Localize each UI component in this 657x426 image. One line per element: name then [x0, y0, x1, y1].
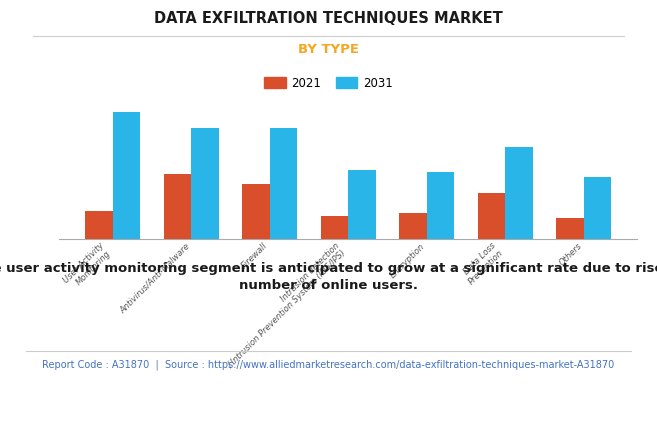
Bar — [399, 213, 426, 239]
Text: BY TYPE: BY TYPE — [298, 43, 359, 56]
Bar — [164, 174, 191, 239]
Bar — [478, 193, 505, 239]
Bar — [242, 184, 270, 239]
Bar — [321, 216, 348, 239]
Text: number of online users.: number of online users. — [239, 279, 418, 292]
Bar — [191, 129, 219, 239]
Bar — [505, 147, 533, 239]
Text: The user activity monitoring segment is anticipated to grow at a significant rat: The user activity monitoring segment is … — [0, 262, 657, 275]
Text: DATA EXFILTRATION TECHNIQUES MARKET: DATA EXFILTRATION TECHNIQUES MARKET — [154, 11, 503, 26]
Bar — [270, 129, 297, 239]
Bar — [85, 211, 113, 239]
Legend: 2021, 2031: 2021, 2031 — [260, 72, 397, 95]
Bar — [556, 218, 583, 239]
Bar — [426, 172, 454, 239]
Bar — [348, 170, 376, 239]
Bar — [583, 177, 611, 239]
Bar — [113, 112, 141, 239]
Text: Report Code : A31870  |  Source : https://www.alliedmarketresearch.com/data-exfi: Report Code : A31870 | Source : https://… — [42, 360, 615, 371]
